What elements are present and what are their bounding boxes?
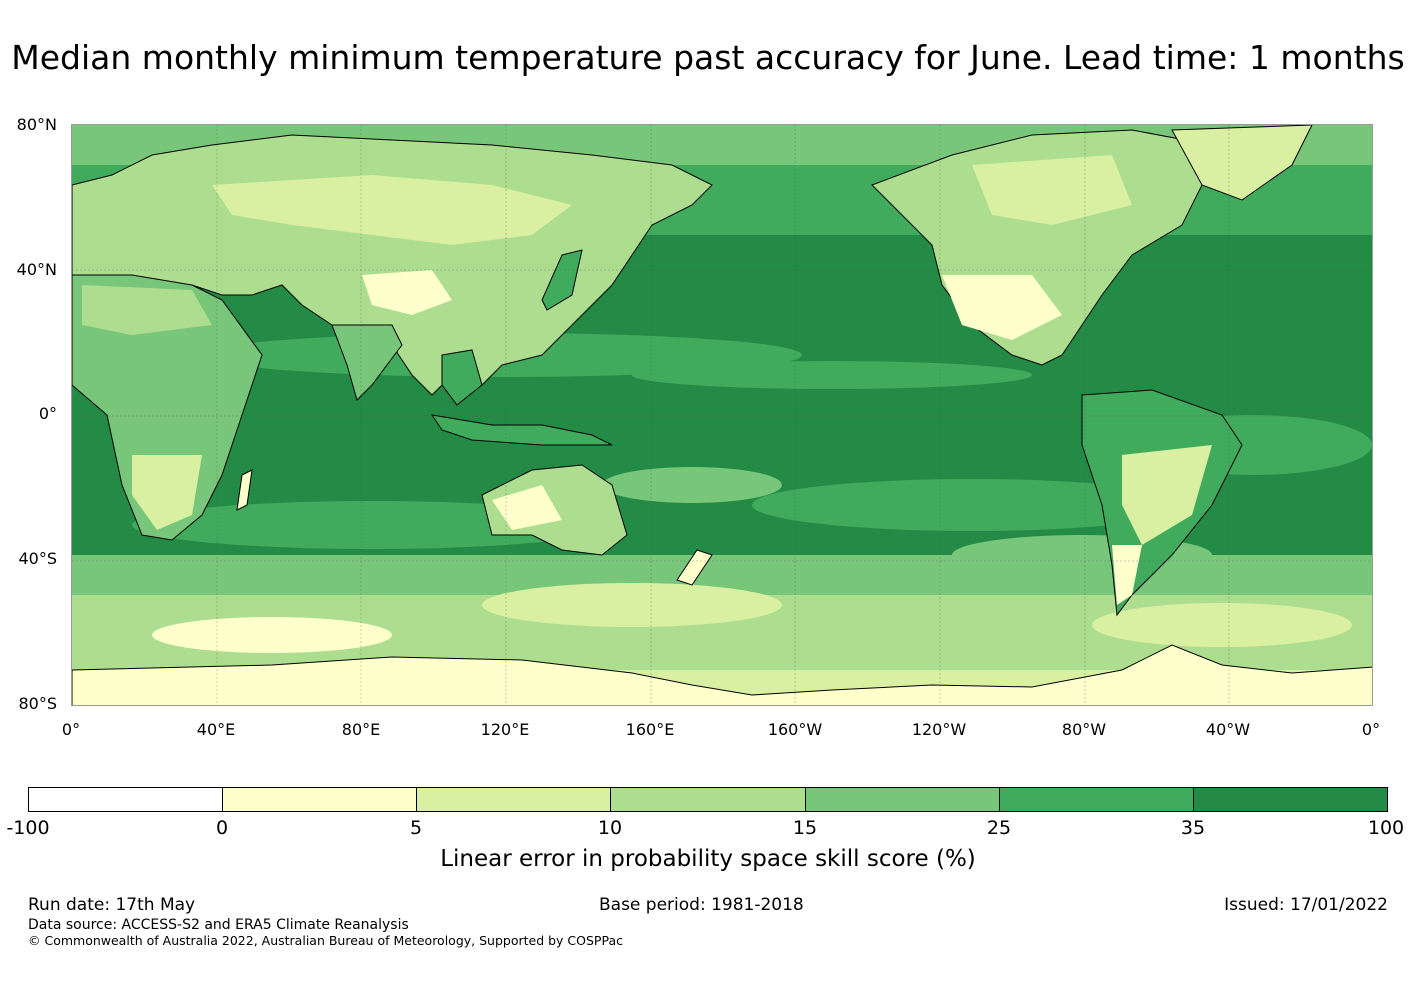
siberia-light [212,175,572,245]
colorbar-tick-label: 0 [215,817,229,839]
madagascar-landmass [236,469,253,511]
lon-label-40w: 40°W [1205,720,1251,739]
page-title: Median monthly minimum temperature past … [11,38,1405,77]
canada-light [972,155,1132,225]
skill-score-map [71,124,1373,706]
lat-label-80s: 80°S [18,694,57,713]
base-period: Base period: 1981-2018 [599,895,804,915]
sahara-light [82,285,212,335]
gridlines [72,125,1372,705]
lat-label-80n: 80°N [16,115,57,134]
antarctica-landmass [72,644,1372,705]
colorbar-tick-label: 100 [1367,817,1405,839]
japan-landmass [541,249,583,311]
lon-label-120e: 120°E [480,720,530,739]
tropical-streak [602,467,782,503]
southern-streak [152,617,392,653]
lat-label-40n: 40°N [16,260,57,279]
tibet-light [362,270,452,315]
issued-date: Issued: 17/01/2022 [1224,895,1388,915]
greenland-landmass [1171,125,1313,201]
africa-landmass [72,274,263,541]
lon-label-80e: 80°E [341,720,381,739]
colorbar-tick-label: 10 [597,817,623,839]
colorbar-segment [610,788,805,811]
indonesia-landmass [430,414,613,446]
colorbar-segment [29,788,223,811]
colorbar-tick-label: 35 [1180,817,1206,839]
colorbar-segment [1192,788,1387,811]
new-zealand-landmass [676,549,713,586]
colorbar [28,787,1388,812]
lon-label-80w: 80°W [1061,720,1107,739]
southern-streak [482,583,782,627]
lon-label-40e: 40°E [196,720,236,739]
lat-label-40s: 40°S [18,549,57,568]
copyright: © Commonwealth of Australia 2022, Austra… [28,933,623,948]
lon-label-160e: 160°E [625,720,675,739]
colorbar-title: Linear error in probability space skill … [440,846,976,872]
south-america-light [1122,445,1212,545]
colorbar-tick-label: 15 [792,817,818,839]
colorbar-segment [804,788,999,811]
lat-label-equator: 0° [38,404,57,423]
southern-streak [1092,603,1352,647]
colorbar-tick-label: -100 [6,817,50,839]
lon-label-0-end: 0° [1361,720,1381,739]
lon-label-120w: 120°W [911,720,967,739]
australia-light [492,485,562,530]
patagonia-light [1112,545,1142,605]
tropical-streak [752,479,1192,531]
colorbar-tick-label: 5 [409,817,423,839]
lon-label-0: 0° [61,720,81,739]
colorbar-segment [416,788,611,811]
map-canvas [72,125,1372,705]
lon-label-160w: 160°W [767,720,823,739]
run-date: Run date: 17th May [28,895,196,915]
north-america-landmass [871,129,1213,366]
indochina-landmass [441,349,483,406]
us-light [942,275,1062,340]
colorbar-segment [998,788,1193,811]
colorbar-segment [222,788,417,811]
southern-africa-light [132,455,202,530]
tropical-streak [632,361,1032,389]
data-source: Data source: ACCESS-S2 and ERA5 Climate … [28,917,409,933]
india-landmass [331,324,403,401]
colorbar-tick-label: 25 [986,817,1012,839]
